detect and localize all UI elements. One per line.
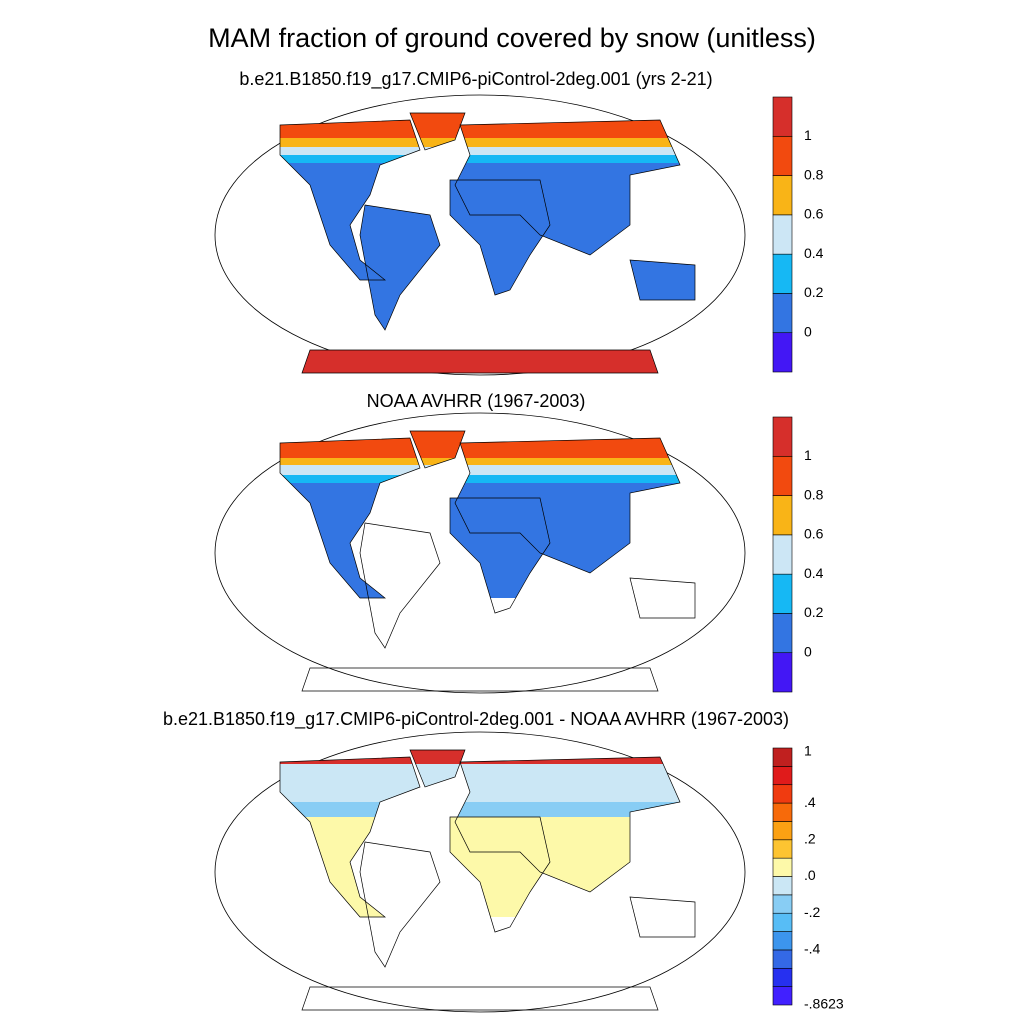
colorbar-box — [772, 784, 793, 804]
land-field — [280, 113, 695, 330]
colorbar-box — [772, 214, 793, 255]
map-frame — [214, 94, 746, 376]
colorbar-label: 0.6 — [804, 206, 824, 222]
field-base — [280, 750, 680, 917]
coastline — [279, 119, 421, 281]
colorbar-label: .0 — [804, 867, 816, 883]
colorbar-box — [772, 416, 793, 457]
colorbar-box — [772, 894, 793, 914]
colorbar-label: -.4 — [804, 941, 821, 957]
field-band — [280, 764, 680, 802]
field-band — [280, 431, 680, 458]
colorbar-box — [772, 175, 793, 216]
colorbar-box — [772, 455, 793, 496]
colorbar-label: 1 — [804, 447, 812, 463]
colorbar-label: 0.2 — [804, 604, 824, 620]
field-band — [280, 147, 695, 155]
colorbar-label: 0 — [804, 323, 812, 339]
colorbar-box — [772, 253, 793, 294]
colorbar-box — [772, 652, 793, 693]
colorbar-label: -.2 — [804, 904, 821, 920]
field-base — [280, 431, 680, 598]
colorbar-box — [772, 293, 793, 334]
field-band — [280, 155, 695, 163]
coastline — [629, 577, 696, 619]
coastline — [279, 437, 421, 599]
field-band — [280, 458, 680, 465]
colorbar-box — [772, 135, 793, 176]
field-band — [280, 465, 680, 475]
coastline — [629, 259, 696, 301]
coastline — [359, 522, 441, 649]
colorbar-box — [772, 931, 793, 951]
coastline — [301, 986, 659, 1011]
coastline — [449, 816, 551, 933]
coastline — [409, 430, 466, 469]
coastline — [449, 179, 551, 296]
field-band — [280, 138, 695, 147]
colorbar-box — [772, 876, 793, 896]
colorbar-label: 0.8 — [804, 486, 824, 502]
colorbar-label: .2 — [804, 830, 816, 846]
colorbar-box — [772, 766, 793, 786]
colorbar-box — [772, 912, 793, 932]
colorbar-box — [772, 821, 793, 841]
colorbar-label: 1 — [804, 742, 812, 758]
coastline — [409, 112, 466, 151]
coastline — [301, 667, 659, 692]
colorbar-box — [772, 967, 793, 987]
panel-title: NOAA AVHRR (1967-2003) — [367, 391, 586, 411]
map-frame — [214, 731, 746, 1013]
colorbar-box — [772, 96, 793, 137]
coastline — [629, 896, 696, 938]
coastline — [359, 204, 441, 331]
colorbar-box — [772, 802, 793, 822]
colorbar-label: 0.4 — [804, 565, 824, 581]
colorbar-box — [772, 747, 793, 767]
colorbar-label: 0.8 — [804, 166, 824, 182]
field-band — [280, 475, 680, 483]
colorbar-box — [772, 613, 793, 654]
coastline — [301, 349, 659, 374]
colorbar-box — [772, 495, 793, 536]
coastline — [409, 749, 466, 788]
colorbar-box — [772, 857, 793, 877]
colorbar-label: 0.4 — [804, 245, 824, 261]
coastline — [279, 756, 421, 918]
colorbar-label: -.8623 — [804, 996, 844, 1012]
colorbar-label: .4 — [804, 794, 816, 810]
panel-title: b.e21.B1850.f19_g17.CMIP6-piControl-2deg… — [239, 69, 712, 90]
antarctica — [302, 350, 658, 373]
colorbar-box — [772, 986, 793, 1006]
colorbar-label: 1 — [804, 127, 812, 143]
land-field — [280, 431, 680, 598]
colorbar-box — [772, 332, 793, 373]
colorbar-box — [772, 949, 793, 969]
colorbar-box — [772, 839, 793, 859]
field-band — [280, 802, 680, 817]
land-field — [280, 750, 680, 917]
figure-title: MAM fraction of ground covered by snow (… — [208, 23, 816, 53]
coastline — [359, 841, 441, 968]
colorbar-label: 0 — [804, 643, 812, 659]
colorbar-box — [772, 573, 793, 614]
colorbar-label: 0.2 — [804, 284, 824, 300]
field-band — [280, 113, 695, 138]
colorbar-label: 0.6 — [804, 526, 824, 542]
colorbar-box — [772, 534, 793, 575]
map-frame — [214, 412, 746, 694]
coastline — [449, 497, 551, 614]
panel-title: b.e21.B1850.f19_g17.CMIP6-piControl-2deg… — [163, 709, 789, 730]
